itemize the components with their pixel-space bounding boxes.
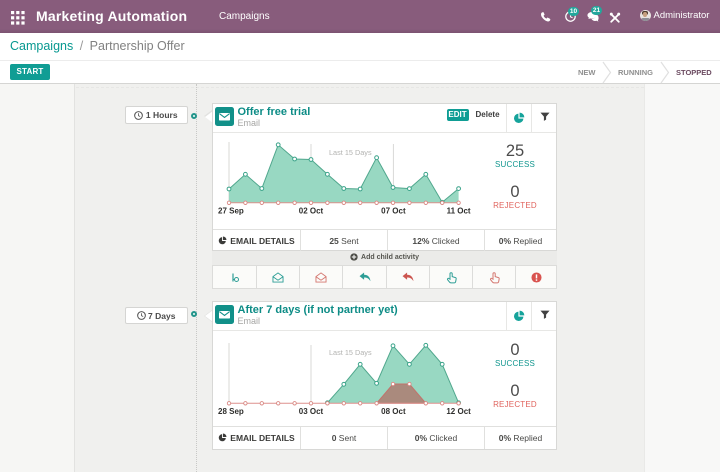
svg-text:08 Oct: 08 Oct	[381, 407, 406, 416]
svg-text:Last 15 Days: Last 15 Days	[329, 348, 372, 357]
svg-text:03 Oct: 03 Oct	[299, 407, 324, 416]
svg-text:02 Oct: 02 Oct	[299, 207, 324, 216]
svg-text:11 Oct: 11 Oct	[447, 207, 471, 216]
svg-text:28 Sep: 28 Sep	[218, 407, 244, 416]
svg-text:07 Oct: 07 Oct	[381, 207, 406, 216]
svg-text:Last 15 Days: Last 15 Days	[329, 148, 372, 157]
svg-text:12 Oct: 12 Oct	[446, 407, 471, 416]
svg-text:27 Sep: 27 Sep	[218, 207, 244, 216]
